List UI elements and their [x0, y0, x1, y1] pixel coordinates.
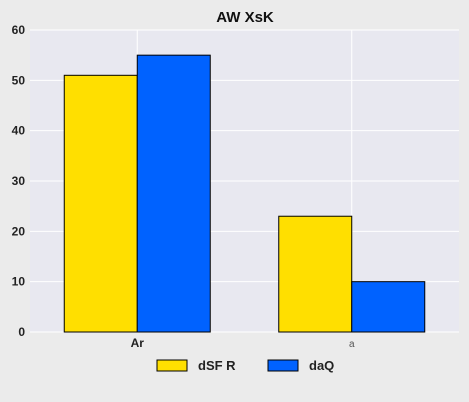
- x-tick-label: a: [349, 339, 355, 350]
- bar-series-1: [278, 215, 353, 333]
- legend-label: daQ: [309, 358, 334, 373]
- legend-swatch: [156, 359, 188, 372]
- bar-series-1: [63, 74, 138, 333]
- y-tick-label: 0: [18, 325, 25, 339]
- legend-label: dSF R: [198, 358, 236, 373]
- y-tick-label: 40: [12, 124, 26, 138]
- chart-title: AW XsK: [216, 9, 274, 26]
- y-tick-label: 60: [12, 23, 26, 37]
- y-tick-label: 20: [12, 224, 26, 238]
- x-axis-ticks: Ar a: [131, 336, 355, 350]
- y-tick-label: 50: [12, 73, 26, 87]
- bar-series-2: [136, 54, 211, 333]
- legend: dSF R daQ: [156, 358, 334, 373]
- bar-series-2: [351, 281, 426, 333]
- y-tick-label: 30: [12, 174, 26, 188]
- y-tick-label: 10: [12, 275, 26, 289]
- legend-swatch: [267, 359, 299, 372]
- y-axis-ticks: 0 10 20 30 40 50 60: [12, 23, 26, 339]
- bars: [63, 54, 426, 333]
- x-tick-label: Ar: [131, 336, 145, 350]
